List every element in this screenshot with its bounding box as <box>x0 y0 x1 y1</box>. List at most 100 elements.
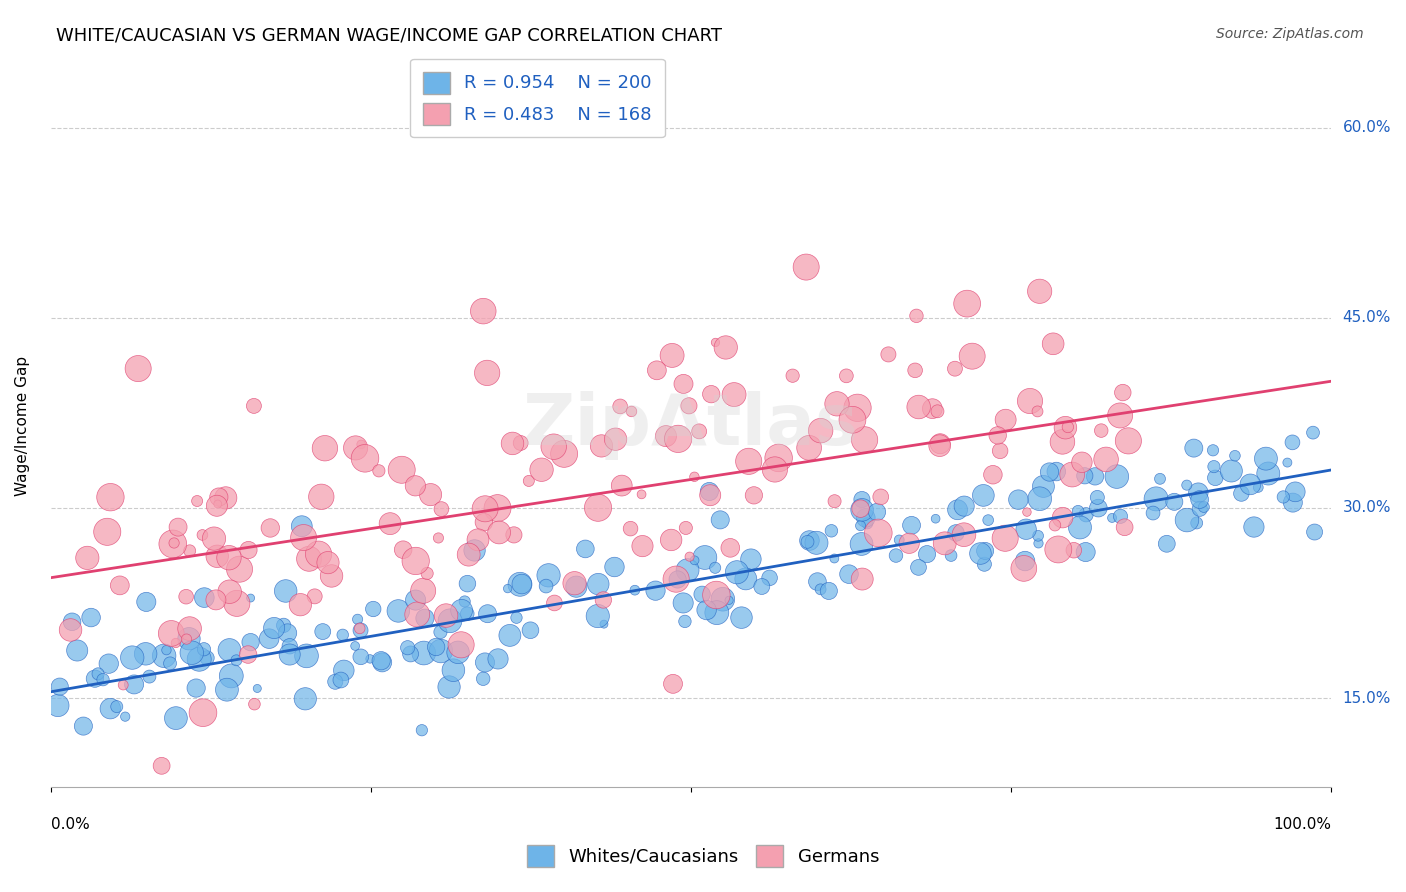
Point <box>1254 451 1277 466</box>
Point <box>228 562 250 576</box>
Point <box>1038 465 1060 479</box>
Point <box>796 534 818 549</box>
Point <box>349 621 371 635</box>
Point <box>441 663 464 677</box>
Point <box>943 361 966 376</box>
Point <box>413 611 436 625</box>
Point <box>205 593 228 607</box>
Point <box>856 516 879 531</box>
Point <box>472 672 495 686</box>
Point <box>208 490 231 504</box>
Point <box>411 723 433 738</box>
Point <box>683 470 706 484</box>
Point <box>718 541 741 555</box>
Point <box>48 680 70 694</box>
Point <box>588 577 610 591</box>
Point <box>1175 478 1198 492</box>
Point <box>699 488 721 502</box>
Point <box>278 639 301 653</box>
Point <box>218 584 240 599</box>
Point <box>509 577 531 591</box>
Point <box>849 518 872 533</box>
Point <box>1074 468 1097 483</box>
Point <box>165 711 187 725</box>
Point <box>1247 480 1270 494</box>
Point <box>1015 505 1038 519</box>
Point <box>1282 495 1305 509</box>
Point <box>162 537 184 551</box>
Point <box>359 652 381 666</box>
Point <box>1109 509 1132 524</box>
Point <box>969 547 991 561</box>
Point <box>1087 501 1109 516</box>
Point <box>846 401 869 415</box>
Point <box>661 348 683 362</box>
Point <box>1204 471 1226 485</box>
Point <box>416 566 439 581</box>
Point <box>155 643 177 657</box>
Point <box>472 304 495 318</box>
Point <box>711 592 734 607</box>
Point <box>246 681 269 696</box>
Point <box>841 413 863 427</box>
Point <box>97 657 120 671</box>
Point <box>868 525 890 540</box>
Point <box>620 404 643 418</box>
Point <box>114 709 136 723</box>
Point <box>675 521 697 535</box>
Point <box>263 621 285 635</box>
Point <box>1142 506 1164 520</box>
Point <box>225 596 247 610</box>
Point <box>714 341 737 355</box>
Point <box>953 499 976 513</box>
Point <box>953 527 976 541</box>
Point <box>215 682 238 697</box>
Point <box>236 648 259 662</box>
Point <box>806 574 828 589</box>
Point <box>530 463 553 477</box>
Point <box>316 556 339 570</box>
Point <box>1019 394 1042 409</box>
Point <box>378 516 401 531</box>
Point <box>83 672 105 686</box>
Point <box>1188 492 1211 507</box>
Legend: Whites/Caucasians, Germans: Whites/Caucasians, Germans <box>519 838 887 874</box>
Point <box>706 588 728 602</box>
Point <box>98 701 121 715</box>
Point <box>105 699 128 714</box>
Point <box>354 451 377 466</box>
Text: 15.0%: 15.0% <box>1343 690 1391 706</box>
Point <box>666 432 689 446</box>
Point <box>153 648 176 663</box>
Point <box>630 487 652 501</box>
Point <box>851 492 873 507</box>
Point <box>1057 420 1080 434</box>
Point <box>928 439 950 453</box>
Point <box>1149 472 1171 486</box>
Point <box>405 593 427 607</box>
Point <box>900 518 922 533</box>
Point <box>278 648 301 662</box>
Point <box>725 566 748 580</box>
Point <box>474 501 496 516</box>
Point <box>763 462 786 476</box>
Point <box>1175 513 1198 527</box>
Point <box>91 673 114 687</box>
Point <box>496 582 519 596</box>
Point <box>586 500 609 515</box>
Point <box>225 653 247 667</box>
Point <box>619 522 641 536</box>
Point <box>150 759 173 773</box>
Point <box>738 454 761 468</box>
Point <box>503 528 526 542</box>
Point <box>350 437 373 451</box>
Point <box>939 549 962 563</box>
Point <box>1069 520 1091 534</box>
Point <box>239 635 262 649</box>
Point <box>350 649 373 664</box>
Point <box>472 515 495 529</box>
Point <box>1220 464 1243 478</box>
Point <box>768 450 790 465</box>
Point <box>238 543 260 558</box>
Point <box>823 551 845 566</box>
